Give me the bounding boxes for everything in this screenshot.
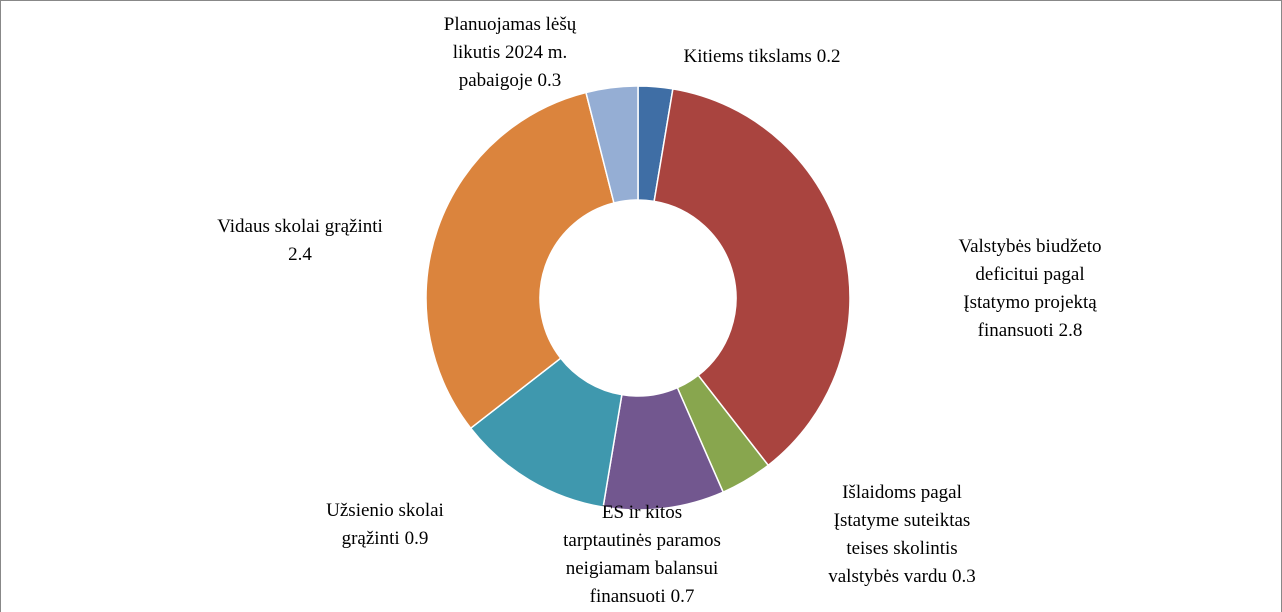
donut-slice xyxy=(425,91,615,430)
data-label: Išlaidoms pagal Įstatyme suteiktas teises … xyxy=(828,482,970,587)
value-label: 2.4 xyxy=(288,244,312,265)
data-label: Kitiems tikslams xyxy=(684,46,812,67)
value-label: 0.9 xyxy=(405,528,429,549)
data-label: Valstybės biudžeto deficitui pagal Įstatym… xyxy=(958,236,1101,341)
data-label: Vidaus skolai grąžinti xyxy=(217,216,383,237)
donut-slice xyxy=(469,357,623,508)
value-label: 0.2 xyxy=(817,46,841,67)
donut-slice xyxy=(585,85,639,204)
value-label: 2.8 xyxy=(1059,320,1083,341)
value-label: 0.3 xyxy=(952,566,976,587)
value-label: 0.7 xyxy=(671,586,695,607)
data-label: Užsienio skolai grąžinti xyxy=(326,500,444,549)
data-label: Planuojamas lėšų likutis 2024 m. pabaigoje xyxy=(444,14,577,91)
value-label: 0.3 xyxy=(538,70,562,91)
data-label: ES ir kitos tarptautinės paramos neigiamam… xyxy=(563,502,721,607)
donut-slice xyxy=(653,88,851,467)
